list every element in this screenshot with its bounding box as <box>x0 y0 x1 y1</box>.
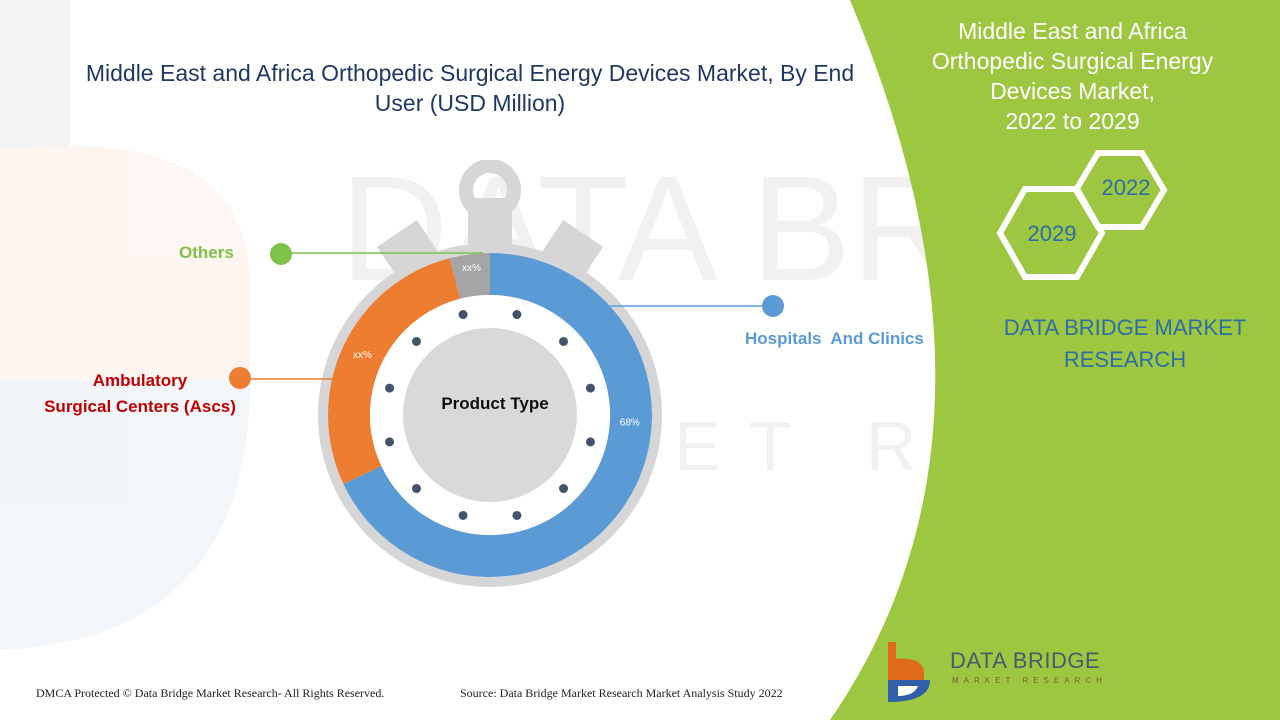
donut-slice-1 <box>327 258 461 484</box>
center-label: Product Type <box>441 394 549 413</box>
copyright-text: DMCA Protected © Data Bridge Market Rese… <box>36 686 385 700</box>
dial-dot <box>411 484 421 494</box>
ambulatory-label: Ambulatory Surgical Centers (Ascs) <box>30 368 250 420</box>
logo-name: DATA BRIDGE <box>950 648 1101 673</box>
dial-dot <box>559 484 569 494</box>
green-panel <box>830 0 1280 720</box>
brand-logo-icon <box>888 642 930 702</box>
brand-text: DATA BRIDGE MARKET RESEARCH <box>990 312 1260 376</box>
stopwatch-right-button <box>540 219 604 281</box>
year-2029: 2029 <box>1028 221 1077 246</box>
ambulatory-label-line1: Ambulatory <box>92 371 188 390</box>
slice-value-label-2: xx% <box>462 263 481 274</box>
watermark-logo <box>0 0 251 650</box>
chart-title: Middle East and Africa Orthopedic Surgic… <box>85 60 855 116</box>
side-title-line3: Devices Market, <box>990 78 1155 104</box>
dial-dot <box>585 437 595 447</box>
side-panel-title: Middle East and Africa Orthopedic Surgic… <box>905 16 1240 136</box>
donut-slices <box>327 253 652 577</box>
hexagon-2029 <box>996 186 1106 280</box>
dial-dot <box>458 310 468 320</box>
stopwatch-inner <box>370 295 610 535</box>
ambulatory-label-line2: Surgical Centers (Ascs) <box>44 397 236 416</box>
dial-dot <box>559 336 569 346</box>
hospitals-label: Hospitals And Clinics <box>745 329 924 348</box>
dial-dots <box>385 310 595 520</box>
donut-slice-2 <box>449 253 490 299</box>
stopwatch-left-button <box>376 219 440 281</box>
dial-dot <box>458 510 468 520</box>
side-title-line4: 2022 to 2029 <box>1005 108 1140 134</box>
donut-chart: 68% xx% xx% <box>318 160 662 587</box>
brand-line1: DATA BRIDGE MARKET <box>1003 315 1247 340</box>
slice-value-label-0: 68% <box>620 417 640 428</box>
brand-line2: RESEARCH <box>1063 347 1187 372</box>
dial-dot <box>512 510 522 520</box>
center-disc <box>403 328 577 502</box>
dial-dot <box>411 336 421 346</box>
logo-tagline: MARKET RESEARCH <box>952 676 1107 685</box>
dial-dot <box>385 383 395 393</box>
slice-labels: 68% xx% xx% <box>353 263 640 428</box>
year-2022: 2022 <box>1102 175 1151 200</box>
side-title-line2: Orthopedic Surgical Energy <box>931 48 1214 74</box>
side-title-line1: Middle East and Africa <box>958 18 1187 44</box>
dial-dot <box>585 383 595 393</box>
dial-dot <box>512 310 522 320</box>
source-text: Source: Data Bridge Market Research Mark… <box>460 686 783 700</box>
others-label: Others <box>179 243 234 262</box>
dial-dot <box>385 437 395 447</box>
year-hexagons: 2022 2029 <box>996 150 1168 280</box>
slice-value-label-1: xx% <box>353 350 372 361</box>
